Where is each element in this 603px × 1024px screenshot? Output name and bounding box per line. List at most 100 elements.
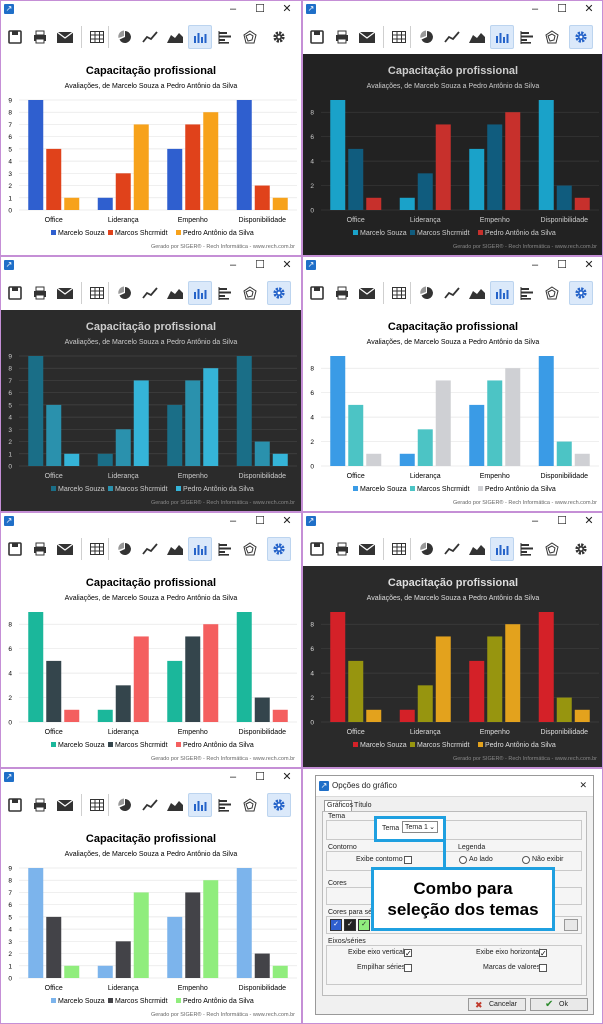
close-button[interactable]: ✕ <box>584 515 594 527</box>
toolbar-area-chart-button[interactable] <box>163 281 187 305</box>
close-button[interactable]: ✕ <box>584 259 594 271</box>
minimize-button[interactable]: – <box>531 3 539 15</box>
toolbar-pie-chart-button[interactable] <box>113 793 137 817</box>
tab-graficos[interactable]: Gráficos <box>324 800 353 811</box>
toolbar-pie-chart-button[interactable] <box>113 25 137 49</box>
toolbar-print-button[interactable] <box>28 25 52 49</box>
minimize-button[interactable]: – <box>229 771 237 783</box>
toolbar-area-chart-button[interactable] <box>465 25 489 49</box>
toolbar-save-button[interactable] <box>3 281 27 305</box>
toolbar-pie-chart-button[interactable] <box>415 25 439 49</box>
toolbar-line-chart-button[interactable] <box>138 537 162 561</box>
toolbar-save-button[interactable] <box>3 537 27 561</box>
toolbar-table-button[interactable] <box>85 281 109 305</box>
toolbar-area-chart-button[interactable] <box>163 537 187 561</box>
ok-button[interactable]: ✔ Ok <box>530 998 588 1011</box>
toolbar-table-button[interactable] <box>387 537 411 561</box>
toolbar-bar-chart-button[interactable] <box>490 25 514 49</box>
swatch-3[interactable]: ✓ <box>358 919 370 931</box>
toolbar-table-button[interactable] <box>387 25 411 49</box>
toolbar-horizontal-bar-chart-button[interactable] <box>515 537 539 561</box>
toolbar-save-button[interactable] <box>305 537 329 561</box>
minimize-button[interactable]: – <box>229 515 237 527</box>
toolbar-bar-chart-button[interactable] <box>490 537 514 561</box>
toolbar-pie-chart-button[interactable] <box>415 281 439 305</box>
toolbar-gear-button[interactable] <box>267 25 291 49</box>
maximize-button[interactable]: ☐ <box>255 771 265 783</box>
swatch-1[interactable]: ✓ <box>330 919 342 931</box>
toolbar-print-button[interactable] <box>330 25 354 49</box>
toolbar-horizontal-bar-chart-button[interactable] <box>213 537 237 561</box>
maximize-button[interactable]: ☐ <box>255 515 265 527</box>
toolbar-bar-chart-button[interactable] <box>188 281 212 305</box>
toolbar-line-chart-button[interactable] <box>440 25 464 49</box>
cancel-button[interactable]: ✖ Cancelar <box>468 998 526 1011</box>
toolbar-email-button[interactable] <box>53 537 77 561</box>
toolbar-bar-chart-button[interactable] <box>188 793 212 817</box>
toolbar-gear-button[interactable] <box>569 281 593 305</box>
toolbar-line-chart-button[interactable] <box>138 25 162 49</box>
empilhar-series-checkbox[interactable] <box>404 964 412 972</box>
toolbar-email-button[interactable] <box>355 537 379 561</box>
toolbar-pie-chart-button[interactable] <box>113 281 137 305</box>
toolbar-pie-chart-button[interactable] <box>415 537 439 561</box>
toolbar-radar-chart-button[interactable] <box>238 793 262 817</box>
toolbar-gear-button[interactable] <box>267 281 291 305</box>
ao-lado-radio[interactable] <box>459 856 467 864</box>
minimize-button[interactable]: – <box>531 259 539 271</box>
toolbar-save-button[interactable] <box>3 25 27 49</box>
toolbar-bar-chart-button[interactable] <box>490 281 514 305</box>
toolbar-line-chart-button[interactable] <box>138 281 162 305</box>
toolbar-horizontal-bar-chart-button[interactable] <box>515 281 539 305</box>
tema-select[interactable]: Tema 1 ⌄ <box>402 821 438 833</box>
toolbar-radar-chart-button[interactable] <box>238 25 262 49</box>
swatch-2[interactable]: ✓ <box>344 919 356 931</box>
minimize-button[interactable]: – <box>229 259 237 271</box>
toolbar-table-button[interactable] <box>387 281 411 305</box>
toolbar-email-button[interactable] <box>355 281 379 305</box>
toolbar-gear-button[interactable] <box>569 537 593 561</box>
toolbar-print-button[interactable] <box>330 537 354 561</box>
exibe-eixo-vertical-checkbox[interactable]: ✓ <box>404 949 412 958</box>
toolbar-radar-chart-button[interactable] <box>540 281 564 305</box>
toolbar-email-button[interactable] <box>53 25 77 49</box>
toolbar-table-button[interactable] <box>85 537 109 561</box>
toolbar-area-chart-button[interactable] <box>465 281 489 305</box>
toolbar-gear-button[interactable] <box>267 793 291 817</box>
minimize-button[interactable]: – <box>229 3 237 15</box>
minimize-button[interactable]: – <box>531 515 539 527</box>
swatch-more-button[interactable] <box>564 919 578 931</box>
toolbar-table-button[interactable] <box>85 793 109 817</box>
nao-exibir-radio[interactable] <box>522 856 530 864</box>
close-button[interactable]: ✕ <box>282 3 292 15</box>
toolbar-horizontal-bar-chart-button[interactable] <box>213 793 237 817</box>
maximize-button[interactable]: ☐ <box>557 259 567 271</box>
toolbar-print-button[interactable] <box>28 793 52 817</box>
toolbar-area-chart-button[interactable] <box>163 793 187 817</box>
exibe-contorno-checkbox[interactable] <box>404 856 412 864</box>
toolbar-save-button[interactable] <box>3 793 27 817</box>
maximize-button[interactable]: ☐ <box>557 3 567 15</box>
toolbar-horizontal-bar-chart-button[interactable] <box>515 25 539 49</box>
toolbar-horizontal-bar-chart-button[interactable] <box>213 281 237 305</box>
toolbar-email-button[interactable] <box>355 25 379 49</box>
toolbar-save-button[interactable] <box>305 281 329 305</box>
maximize-button[interactable]: ☐ <box>255 259 265 271</box>
toolbar-email-button[interactable] <box>53 281 77 305</box>
tab-titulo[interactable]: Título <box>354 802 372 809</box>
toolbar-line-chart-button[interactable] <box>440 281 464 305</box>
close-button[interactable]: ✕ <box>282 771 292 783</box>
maximize-button[interactable]: ☐ <box>557 515 567 527</box>
toolbar-gear-button[interactable] <box>267 537 291 561</box>
toolbar-print-button[interactable] <box>28 537 52 561</box>
toolbar-line-chart-button[interactable] <box>440 537 464 561</box>
toolbar-radar-chart-button[interactable] <box>238 537 262 561</box>
toolbar-save-button[interactable] <box>305 25 329 49</box>
close-button[interactable]: ✕ <box>584 3 594 15</box>
close-button[interactable]: ✕ <box>282 259 292 271</box>
toolbar-radar-chart-button[interactable] <box>238 281 262 305</box>
toolbar-radar-chart-button[interactable] <box>540 537 564 561</box>
marcas-valores-checkbox[interactable] <box>539 964 547 972</box>
toolbar-radar-chart-button[interactable] <box>540 25 564 49</box>
toolbar-print-button[interactable] <box>28 281 52 305</box>
